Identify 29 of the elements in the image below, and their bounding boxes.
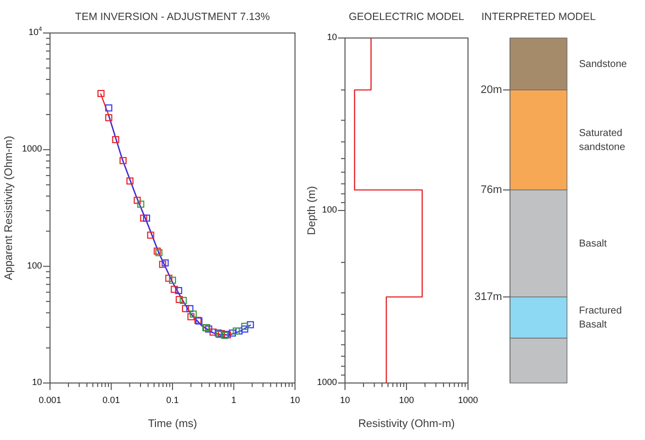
y-tick-label: 317m (474, 290, 502, 303)
x-tick-label: 0.01 (102, 395, 120, 405)
x-tick-label: 100 (398, 395, 414, 405)
y-tick-label: 1000 (316, 377, 337, 388)
series-label: Saturated sandstone (579, 128, 626, 153)
chart-title: TEM INVERSION - ADJUSTMENT 7.13% (75, 11, 270, 23)
x-axis-title: Resistivity (Ohm-m) (358, 418, 455, 430)
y-tick-label: 10 (326, 32, 337, 42)
x-tick-label: 1 (231, 395, 236, 405)
chart-title: INTERPRETED MODEL (481, 11, 596, 23)
y-tick-label: 1000 (22, 144, 42, 154)
x-tick-label: 1000 (458, 395, 478, 405)
x-tick-label: 10 (340, 395, 350, 405)
series-label: Fractured Basalt (579, 305, 622, 330)
y-tick-label: 10 (32, 377, 42, 388)
x-tick-label: 0.1 (166, 395, 179, 405)
y-tick-label: 76m (480, 184, 502, 196)
x-tick-label: 10 (290, 395, 300, 405)
y-axis-title: Depth (m) (306, 186, 318, 235)
y-tick-label: 10$^{4}$ (28, 26, 42, 38)
y-tick-label: 100 (322, 204, 337, 215)
series-label: Sandstone (579, 58, 628, 70)
y-axis-title: Apparent Resistivity (Ohm-m) (3, 136, 15, 280)
chart-title: GEOELECTRIC MODEL (348, 11, 464, 23)
series-label: Basalt (579, 238, 608, 250)
y-tick-label: 100 (26, 260, 42, 271)
y-tick-label: 20m (480, 84, 502, 96)
x-axis-title: Time (ms) (148, 418, 198, 430)
x-tick-label: 0.001 (38, 395, 62, 405)
